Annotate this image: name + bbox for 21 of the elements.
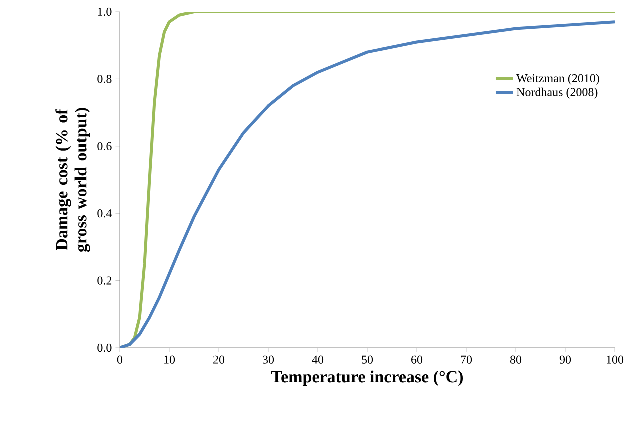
x-tick-label: 90 (560, 356, 572, 364)
y-tick-label: 0.4 (98, 210, 112, 218)
x-tick-label: 70 (461, 356, 472, 364)
y-tick-label: 0.8 (98, 75, 112, 84)
x-tick-label: 0 (117, 356, 123, 364)
x-tick-label: 40 (312, 356, 324, 364)
x-tick-label: 10 (164, 356, 176, 364)
y-tick-label: 0.2 (98, 276, 112, 285)
y-tick-label: 1.0 (98, 8, 112, 16)
x-tick-label: 80 (510, 356, 522, 364)
x-tick-label: 50 (362, 356, 374, 364)
x-tick-label: 60 (412, 356, 423, 364)
legend-label: Nordhaus (2008) (516, 88, 598, 99)
x-axis-title: Temperature increase (°C) (272, 370, 464, 386)
y-tick-label: 0.0 (98, 344, 112, 352)
x-tick-label: 100 (607, 356, 624, 364)
y-tick-label: 0.6 (98, 142, 112, 150)
x-tick-label: 30 (263, 356, 274, 364)
legend-label: Weitzman (2010) (516, 74, 600, 85)
x-tick-label: 20 (214, 356, 225, 364)
y-axis-title: Damage cost (% of gross world output) (56, 108, 90, 252)
